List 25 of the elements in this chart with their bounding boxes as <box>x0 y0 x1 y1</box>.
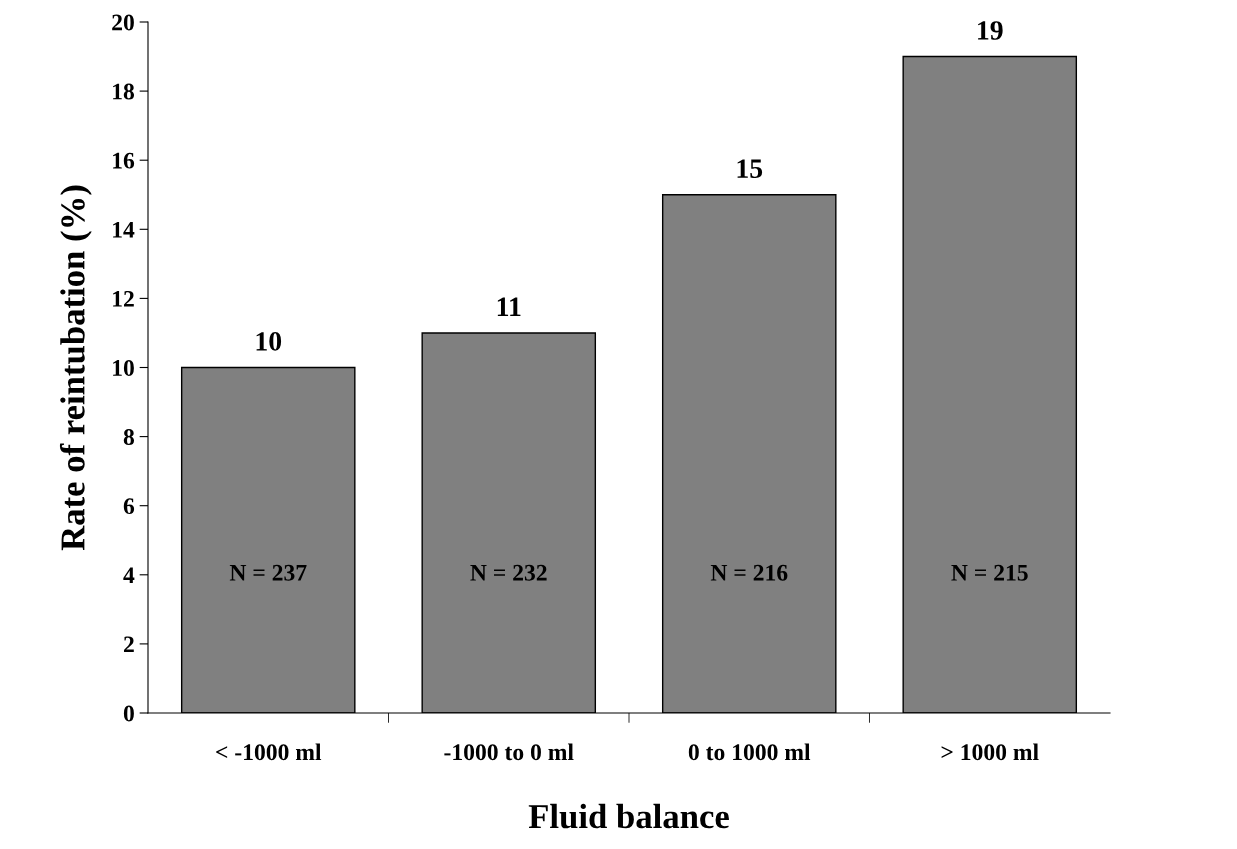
data-label: 15 <box>737 159 763 178</box>
data-label: 19 <box>978 21 1003 40</box>
y-tick-label: 14 <box>113 221 135 238</box>
x-tick-label: < -1000 ml <box>216 743 322 761</box>
y-tick-label: 8 <box>123 429 135 446</box>
annotation: N = 215 <box>951 564 1028 581</box>
y-tick-label: 20 <box>112 14 134 31</box>
y-tick-label: 0 <box>123 705 134 722</box>
data-label: 10 <box>256 332 282 351</box>
annotation: N = 216 <box>710 564 788 581</box>
x-axis-title: Fluid balance <box>528 803 729 829</box>
x-tick-label: -1000 to 0 ml <box>444 743 574 761</box>
x-tick-label: > 1000 ml <box>941 743 1039 761</box>
annotation: N = 232 <box>470 564 547 581</box>
y-axis-title: Rate of reintubation (%) <box>59 185 92 551</box>
annotation: N = 237 <box>229 564 307 581</box>
x-tick-label: 0 to 1000 ml <box>688 743 811 761</box>
y-tick-label: 10 <box>113 359 134 376</box>
y-tick-label: 2 <box>123 636 134 653</box>
data-label: 11 <box>497 297 521 316</box>
y-tick-label: 12 <box>113 290 134 307</box>
y-tick-label: 18 <box>113 83 135 100</box>
y-tick-label: 4 <box>123 567 135 583</box>
y-tick-label: 16 <box>113 152 135 169</box>
y-tick-label: 6 <box>123 498 135 515</box>
